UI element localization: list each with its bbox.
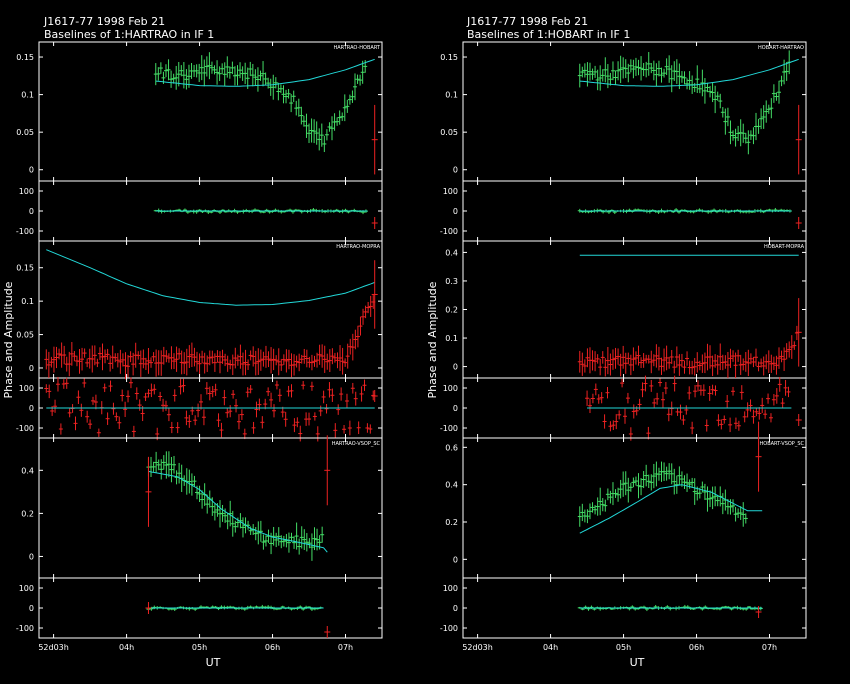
phase-tick-label: -100 (16, 624, 34, 633)
phase-tick-label: -100 (440, 424, 458, 433)
amp-tick-label: 0.15 (16, 53, 34, 62)
amp-tick-label: 0.05 (16, 331, 34, 340)
amp-tick-label: 0.2 (21, 509, 34, 518)
amp-tick-label: 0 (453, 363, 458, 372)
plot-panels: HARTRAO-HOBART 0 0.05 0.1 0.15 100 0 -100 HARTRA… (16, 41, 807, 652)
right-xlabel: UT (630, 656, 645, 669)
x-tick-label: 06h (689, 643, 704, 652)
amp-tick-label: 0.3 (445, 277, 458, 286)
phase-tick-label: 0 (29, 207, 34, 216)
left-title-line1: J1617-77 1998 Feb 21 (43, 15, 165, 28)
amp-tick-label: 0.4 (445, 248, 458, 257)
right-title-line1: J1617-77 1998 Feb 21 (466, 15, 588, 28)
phase-tick-label: 0 (29, 604, 34, 613)
amp-model-line (148, 470, 328, 553)
phase-tick-label: 100 (19, 584, 34, 593)
phase-tick-label: 0 (453, 207, 458, 216)
x-tick-label: 07h (338, 643, 353, 652)
amplitude-frame (462, 437, 807, 579)
phase-tick-label: 100 (19, 187, 34, 196)
phase-tick-label: 100 (443, 384, 458, 393)
x-tick-label: 52d03h (38, 643, 69, 652)
baseline-label: HARTRAO-VSOP_SC (332, 441, 381, 447)
amp-tick-label: 0 (29, 166, 34, 175)
right-ylabel: Phase and Amplitude (426, 281, 439, 398)
left-xlabel: UT (206, 656, 221, 669)
amp-model-line (579, 58, 799, 87)
baseline-label: HOBART-VSOP_SC (760, 441, 805, 447)
amp-tick-label: 0.15 (16, 264, 34, 273)
baseline-label: HOBART-MOPRA (764, 244, 805, 250)
amp-tick-label: 0.4 (21, 466, 34, 475)
baseline-label: HOBART-HARTRAO (758, 45, 804, 51)
x-tick-label: 04h (119, 643, 134, 652)
amp-tick-label: 0.1 (445, 334, 458, 343)
amp-tick-label: 0.1 (21, 91, 34, 100)
amp-tick-label: 0 (29, 552, 34, 561)
right-title-line2: Baselines of 1:HOBART in IF 1 (467, 28, 630, 41)
amplitude-frame (38, 41, 383, 182)
amp-model-line (155, 58, 375, 87)
x-tick-label: 52d03h (462, 643, 493, 652)
baseline-label: HARTRAO-MOPRA (336, 244, 380, 250)
x-tick-label: 04h (543, 643, 558, 652)
phase-tick-label: 100 (443, 584, 458, 593)
amp-tick-label: 0.1 (445, 91, 458, 100)
phase-tick-label: 100 (19, 384, 34, 393)
amp-tick-label: 0.05 (16, 128, 34, 137)
amp-tick-label: 0.2 (445, 306, 458, 315)
amp-tick-label: 0.05 (440, 128, 458, 137)
amp-tick-label: 0 (29, 364, 34, 373)
phase-tick-label: -100 (440, 227, 458, 236)
x-tick-label: 05h (192, 643, 207, 652)
phase-tick-label: -100 (16, 424, 34, 433)
amp-tick-label: 0 (453, 555, 458, 564)
x-tick-label: 06h (265, 643, 280, 652)
phase-tick-label: 0 (453, 404, 458, 413)
amp-tick-label: 0.2 (445, 518, 458, 527)
phase-tick-label: -100 (440, 624, 458, 633)
amp-tick-label: 0.1 (21, 297, 34, 306)
amplitude-frame (38, 437, 383, 579)
amp-tick-label: 0.4 (445, 481, 458, 490)
amp-tick-label: 0 (453, 166, 458, 175)
x-tick-label: 05h (616, 643, 631, 652)
left-title-line2: Baselines of 1:HARTRAO in IF 1 (44, 28, 214, 41)
amp-model-line (579, 484, 763, 534)
amp-tick-label: 0.6 (445, 443, 458, 452)
phase-tick-label: 0 (29, 404, 34, 413)
amp-model-line (46, 249, 375, 306)
phase-tick-label: 100 (443, 187, 458, 196)
amplitude-frame (462, 41, 807, 182)
x-tick-label: 07h (762, 643, 777, 652)
left-ylabel: Phase and Amplitude (2, 281, 15, 398)
baseline-label: HARTRAO-HOBART (333, 45, 380, 51)
amp-tick-label: 0.15 (440, 53, 458, 62)
phase-tick-label: -100 (16, 227, 34, 236)
phase-tick-label: 0 (453, 604, 458, 613)
